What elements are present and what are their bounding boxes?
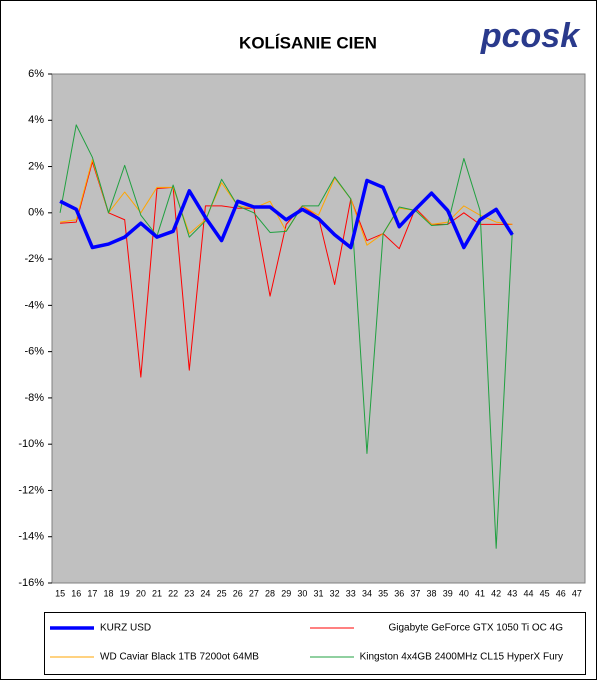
- y-tick-label: 2%: [28, 160, 44, 172]
- x-tick-label: 40: [459, 588, 469, 598]
- chart-title: KOLÍSANIE CIEN: [239, 33, 377, 52]
- series-line: [59, 124, 513, 549]
- x-tick-label: 42: [491, 588, 501, 598]
- series-line: [60, 161, 513, 378]
- y-tick-label: -4%: [24, 299, 44, 311]
- x-tick-label: 18: [104, 588, 114, 598]
- series-line: [59, 178, 514, 250]
- y-tick-label: -10%: [18, 438, 44, 450]
- x-tick-label: 34: [362, 588, 372, 598]
- x-tick-label: 37: [410, 588, 420, 598]
- x-tick-label: 24: [200, 588, 210, 598]
- x-tick-label: 44: [523, 588, 533, 598]
- y-tick-label: -12%: [18, 484, 44, 496]
- x-tick-label: 30: [297, 588, 307, 598]
- x-tick-label: 27: [249, 588, 259, 598]
- logo: pcosk: [480, 17, 581, 55]
- legend-label: KURZ USD: [100, 623, 151, 634]
- x-tick-label: 43: [507, 588, 517, 598]
- x-tick-label: 31: [313, 588, 323, 598]
- x-tick-label: 21: [152, 588, 162, 598]
- x-tick-label: 47: [572, 588, 582, 598]
- x-tick-label: 36: [394, 588, 404, 598]
- y-tick-label: 6%: [28, 68, 44, 80]
- x-tick-label: 20: [136, 588, 146, 598]
- x-tick-label: 32: [330, 588, 340, 598]
- x-tick-label: 26: [233, 588, 243, 598]
- y-tick-label: -2%: [24, 253, 44, 265]
- y-tick-label: 4%: [28, 114, 44, 126]
- y-tick-label: 0%: [28, 207, 44, 219]
- x-tick-label: 28: [265, 588, 275, 598]
- y-tick-label: -14%: [18, 531, 44, 543]
- x-tick-label: 33: [346, 588, 356, 598]
- x-tick-label: 16: [71, 588, 81, 598]
- x-tick-label: 46: [556, 588, 566, 598]
- x-tick-label: 41: [475, 588, 485, 598]
- x-tick-label: 19: [120, 588, 130, 598]
- y-tick-label: -16%: [18, 577, 44, 589]
- plot-area: [51, 73, 586, 584]
- x-tick-label: 22: [168, 588, 178, 598]
- x-tick-label: 35: [378, 588, 388, 598]
- legend-box: [44, 612, 586, 675]
- x-tick-label: 29: [281, 588, 291, 598]
- y-tick-label: -6%: [24, 346, 44, 358]
- x-tick-label: 38: [427, 588, 437, 598]
- legend-label: Gigabyte GeForce GTX 1050 Ti OC 4G: [388, 623, 563, 634]
- x-tick-label: 23: [184, 588, 194, 598]
- x-tick-label: 39: [443, 588, 453, 598]
- x-tick-label: 17: [87, 588, 97, 598]
- y-tick-label: -8%: [24, 392, 44, 404]
- x-tick-label: 25: [217, 588, 227, 598]
- legend-label: WD Caviar Black 1TB 7200ot 64MB: [100, 652, 259, 663]
- legend-label: Kingston 4x4GB 2400MHz CL15 HyperX Fury: [360, 652, 563, 663]
- x-tick-label: 45: [540, 588, 550, 598]
- x-tick-label: 15: [55, 588, 65, 598]
